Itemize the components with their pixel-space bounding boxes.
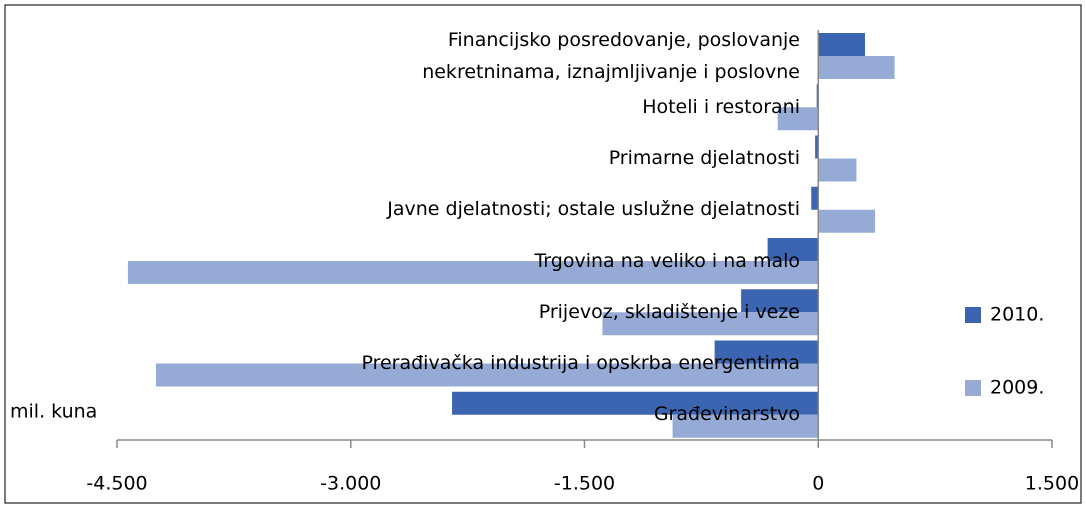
bar xyxy=(818,209,876,233)
unit-label: mil. kuna xyxy=(10,401,97,423)
x-tick-label: -3.000 xyxy=(320,473,381,495)
bar xyxy=(818,56,895,79)
category-label: Građevinarstvo xyxy=(653,403,800,426)
bar xyxy=(818,33,865,56)
x-tick-label: 1.500 xyxy=(1025,473,1079,495)
x-tick-label: -1.500 xyxy=(554,473,615,495)
bar xyxy=(155,363,819,387)
x-tick-label: 0 xyxy=(812,473,824,495)
category-label: Hoteli i restorani xyxy=(642,95,800,118)
bar xyxy=(672,414,819,438)
legend-label: 2009. xyxy=(990,377,1044,399)
legend-label: 2010. xyxy=(990,304,1044,326)
bar xyxy=(818,158,857,182)
category-label: Trgovina na veliko i na malo xyxy=(534,249,800,272)
bar xyxy=(767,238,819,261)
category-label: Financijsko posredovanje, poslovanje nek… xyxy=(422,28,800,83)
category-label: Javne djelatnosti; ostale uslužne djelat… xyxy=(387,198,800,221)
bar xyxy=(816,84,819,108)
category-label: Prijevoz, skladištenje i veze xyxy=(538,300,800,323)
bar xyxy=(714,340,819,364)
bar xyxy=(452,391,819,415)
legend-swatch xyxy=(965,307,981,323)
bar xyxy=(815,135,819,159)
bar xyxy=(127,261,819,284)
legend-swatch xyxy=(965,380,981,396)
bar xyxy=(741,289,819,313)
bar xyxy=(811,186,819,210)
bar xyxy=(777,107,819,131)
category-label: Prerađivačka industrija i opskrba energe… xyxy=(361,352,800,375)
x-tick-label: -4.500 xyxy=(86,473,147,495)
category-label: Primarne djelatnosti xyxy=(608,147,800,170)
bar xyxy=(602,312,819,336)
frame xyxy=(4,4,1082,504)
